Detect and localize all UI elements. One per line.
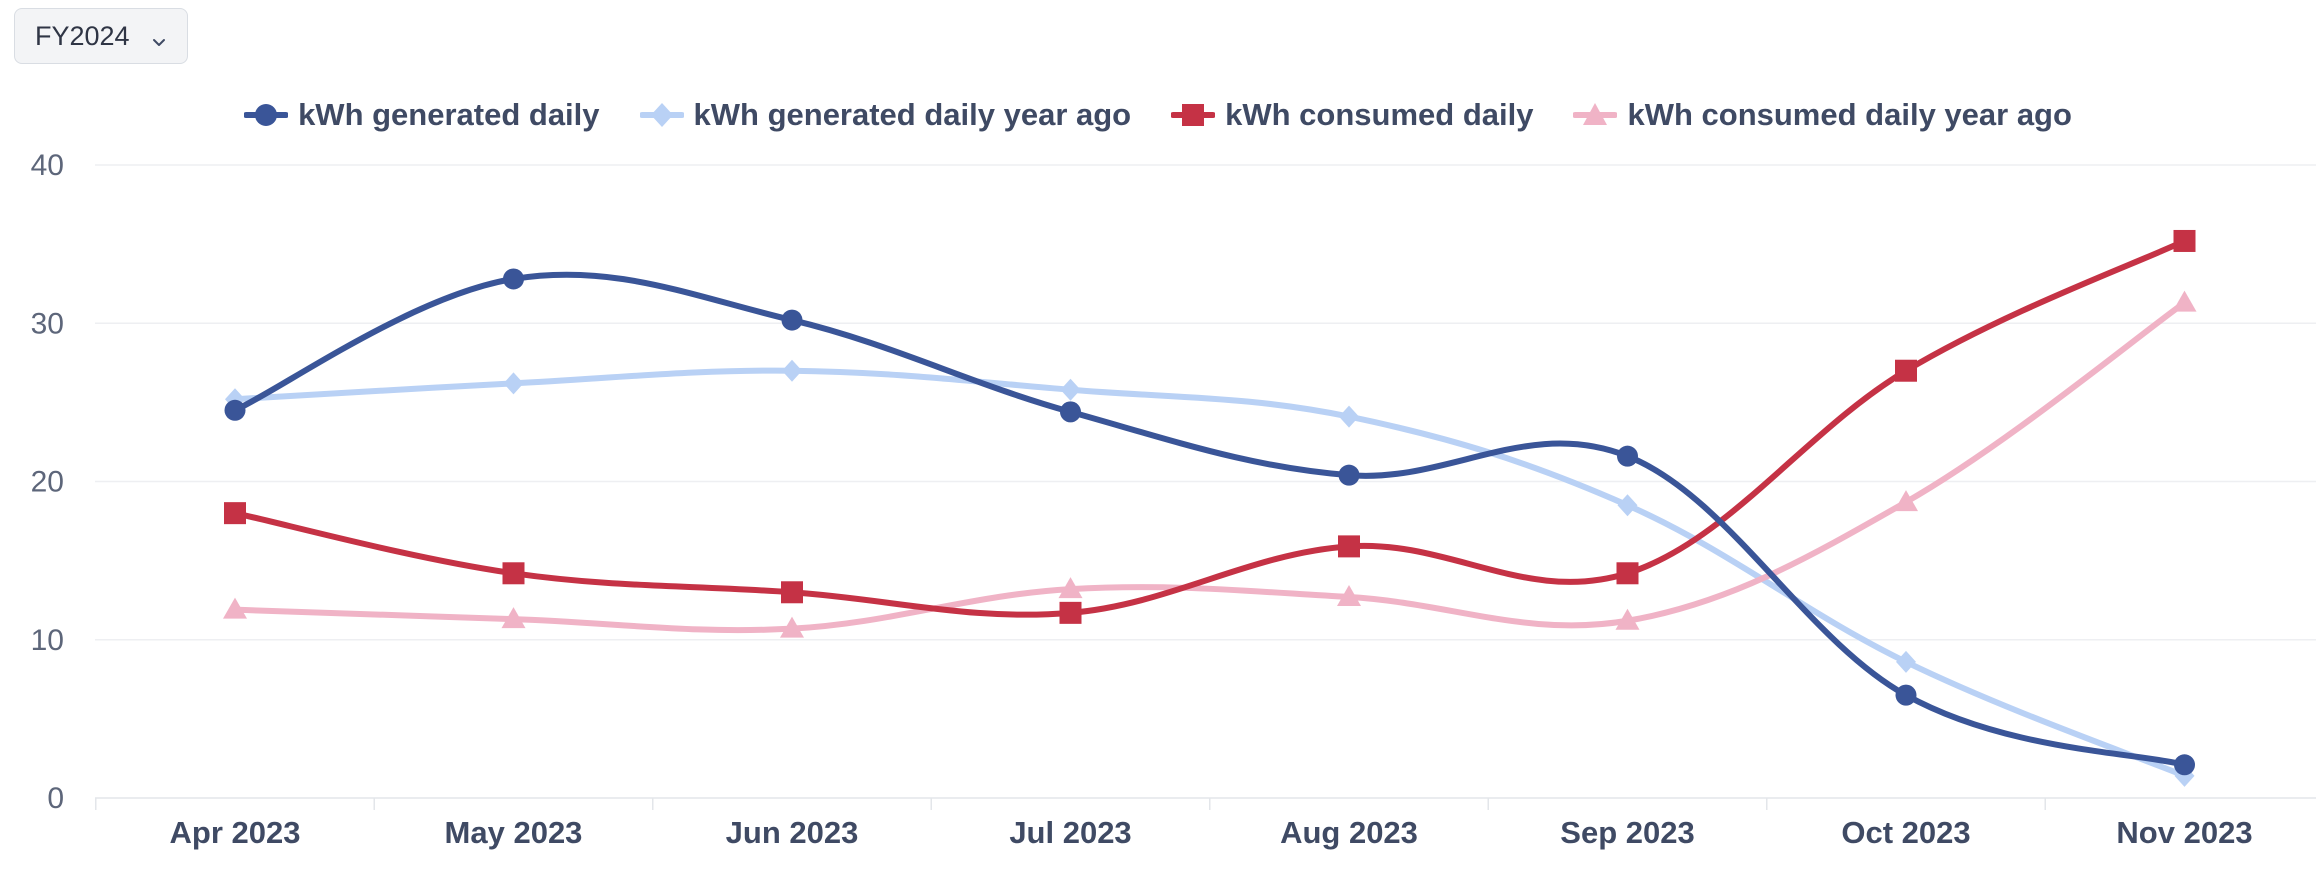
series-line	[232, 271, 2188, 768]
data-point	[503, 268, 524, 290]
legend-marker-diamond-icon	[639, 100, 684, 130]
x-tick-label: Nov 2023	[2116, 815, 2252, 850]
data-point	[1338, 535, 1360, 558]
data-point	[780, 616, 804, 638]
x-tick-label: Jun 2023	[726, 815, 859, 850]
fiscal-year-value: FY2024	[35, 20, 130, 51]
data-point	[224, 399, 246, 421]
series-line	[232, 237, 2188, 618]
data-point	[1895, 359, 1917, 382]
x-tick-label: Apr 2023	[170, 815, 301, 850]
legend-marker-square-icon	[1171, 100, 1216, 130]
legend-item-generated-year-ago[interactable]: kWh generated daily year ago	[639, 97, 1132, 133]
data-point	[781, 581, 803, 604]
legend-label: kWh consumed daily	[1225, 97, 1534, 132]
data-point	[503, 372, 524, 395]
data-point	[1060, 401, 1081, 423]
legend-item-consumed[interactable]: kWh consumed daily	[1171, 97, 1533, 133]
x-tick-label: Sep 2023	[1560, 815, 1694, 850]
y-tick-label: 10	[31, 624, 64, 657]
data-point	[1060, 378, 1081, 401]
data-point	[502, 562, 525, 585]
legend-marker-triangle-icon	[1573, 100, 1618, 130]
data-point	[1339, 405, 1359, 428]
data-point	[781, 309, 803, 331]
data-point	[1615, 608, 1640, 630]
series-line	[232, 299, 2188, 634]
y-tick-label: 20	[31, 466, 64, 499]
legend-item-consumed-year-ago[interactable]: kWh consumed daily year ago	[1573, 97, 2072, 133]
data-point	[1617, 494, 1638, 517]
data-point	[1896, 650, 1916, 673]
chart-legend: kWh generated daily kWh generated daily …	[0, 88, 2316, 142]
data-point	[1338, 464, 1360, 486]
legend-label: kWh generated daily year ago	[693, 97, 1132, 132]
legend-label: kWh consumed daily year ago	[1627, 97, 2072, 132]
data-point	[1337, 585, 1361, 607]
data-point	[782, 359, 802, 382]
x-tick-label: Aug 2023	[1280, 815, 1418, 850]
data-point	[223, 597, 247, 619]
y-tick-label: 30	[31, 307, 64, 340]
y-tick-label: 0	[47, 782, 64, 815]
legend-label: kWh generated daily	[298, 97, 600, 132]
data-point	[224, 502, 246, 525]
data-point	[1895, 684, 1917, 706]
data-point	[1059, 601, 1082, 624]
data-point	[2172, 290, 2197, 312]
legend-marker-circle-icon	[244, 100, 289, 130]
data-point	[2174, 754, 2195, 776]
series-line	[232, 367, 2188, 779]
data-point	[1894, 490, 1918, 512]
data-point	[1058, 577, 1083, 599]
data-point	[501, 607, 526, 629]
y-tick-label: 40	[31, 149, 64, 182]
fiscal-year-select[interactable]: FY2024	[14, 8, 188, 64]
x-tick-label: Oct 2023	[1841, 815, 1970, 850]
chevron-down-icon	[150, 27, 168, 46]
data-point	[1617, 445, 1638, 467]
data-point	[1616, 562, 1639, 585]
line-chart: 0 10 20 30 40 Apr 2023 May 2023 Jun 2023 Jul 202…	[31, 149, 2316, 850]
x-tick-label: May 2023	[445, 815, 583, 850]
data-point	[2173, 229, 2196, 252]
legend-item-generated[interactable]: kWh generated daily	[244, 97, 600, 133]
x-tick-label: Jul 2023	[1009, 815, 1131, 850]
